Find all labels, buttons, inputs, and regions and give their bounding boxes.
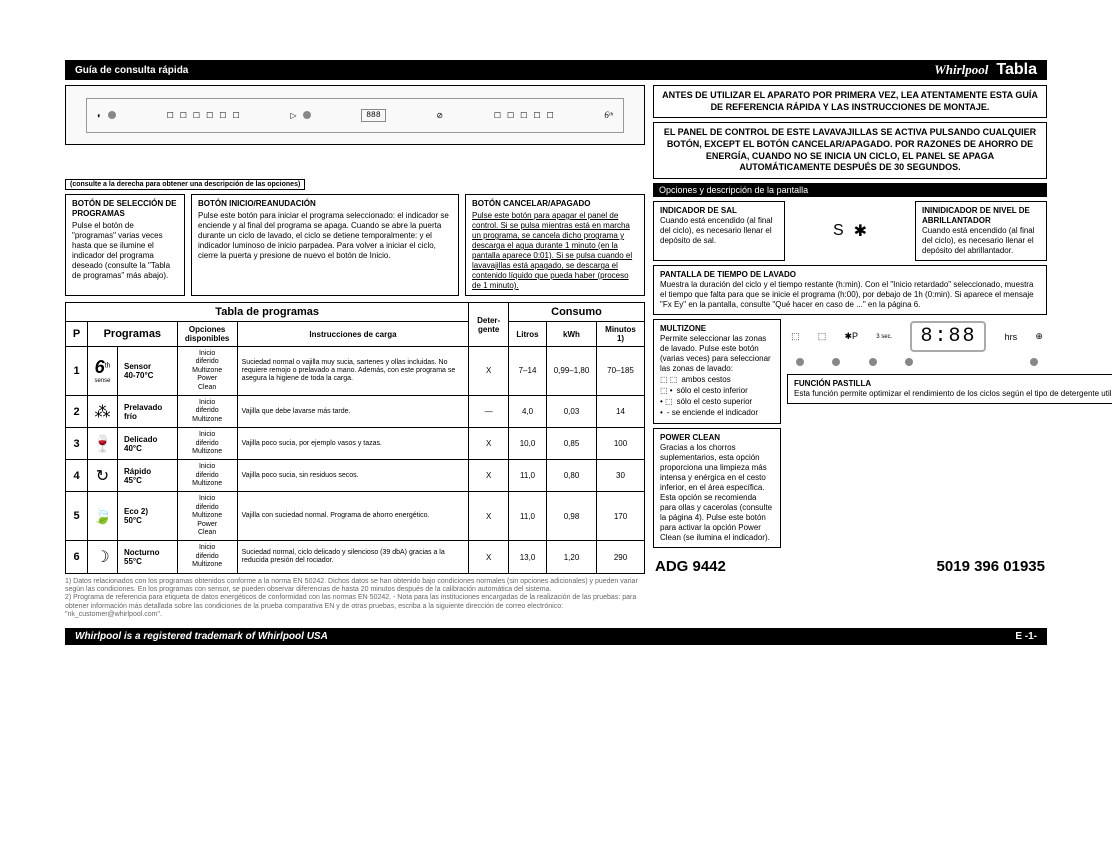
th-min: Minutos 1): [597, 322, 645, 347]
header-title: Guía de consulta rápida: [75, 65, 188, 76]
th-detergente: Deter-gente: [469, 303, 509, 347]
pastilla-box: FUNCIÓN PASTILLA Esta función permite op…: [787, 374, 1112, 404]
callout-row: BOTÓN DE SELECCIÓN DE PROGRAMAS Pulse el…: [65, 194, 645, 296]
footer-page: E -1-: [1015, 631, 1037, 642]
callout-lines: [65, 148, 645, 178]
table-row: 4↻Rápido 45°CIniciodiferidoMultizoneVaji…: [66, 460, 645, 492]
notice-panel-activate: EL PANEL DE CONTROL DE ESTE LAVAVAJILLAS…: [653, 122, 1047, 179]
footnote-1: 1) Datos relacionados con los programas …: [65, 578, 645, 595]
rinse-icon: ✱: [854, 221, 867, 241]
left-column: ◐ ☐☐☐☐☐☐ ▷ 888 ⊘ ☐☐☐☐☐ 6ᵗʰ (consulte a l…: [65, 85, 645, 620]
program-table: Tabla de programas Deter-gente Consumo P…: [65, 302, 645, 574]
callout-start-resume: BOTÓN INICIO/REANUDACIÓN Pulse este botó…: [191, 194, 459, 296]
header-tab-label: Tabla: [996, 61, 1037, 79]
th-litros: Litros: [509, 322, 547, 347]
th-programas: Programas: [88, 322, 178, 347]
th-kwh: kWh: [547, 322, 597, 347]
header-bar: Guía de consulta rápida Whirlpool Tabla: [65, 60, 1047, 80]
callout-program-select: BOTÓN DE SELECCIÓN DE PROGRAMAS Pulse el…: [65, 194, 185, 296]
multizone-box: MULTIZONE Permite seleccionar las zonas …: [653, 319, 781, 424]
control-panel-diagram: ◐ ☐☐☐☐☐☐ ▷ 888 ⊘ ☐☐☐☐☐ 6ᵗʰ: [65, 85, 645, 145]
model-row: ADG 9442 5019 396 01935: [653, 558, 1047, 575]
footnote-2: 2) Programa de referencia para etiqueta …: [65, 594, 645, 619]
th-consumo: Consumo: [509, 303, 645, 322]
segment-display: 8:88: [910, 321, 986, 352]
table-row: 2⁂Prelavado fríoIniciodiferidoMultizoneV…: [66, 395, 645, 427]
th-tabla: Tabla de programas: [66, 303, 469, 322]
notice-first-use: ANTES DE UTILIZAR EL APARATO POR PRIMERA…: [653, 85, 1047, 118]
indicator-icons: S ✱: [791, 201, 909, 261]
model-number: ADG 9442: [655, 558, 726, 575]
display-icons-row: ⬚⬚✱P3 sec. 8:88 hrs⊕: [787, 319, 1047, 354]
wash-time-box: PANTALLA DE TIEMPO DE LAVADO Muestra la …: [653, 265, 1047, 315]
salt-icon: S: [833, 222, 844, 240]
options-hint-box: (consulte a la derecha para obtener una …: [65, 179, 305, 190]
table-row: 6☽Nocturno 55°CIniciodiferidoMultizoneSu…: [66, 541, 645, 573]
th-p: P: [66, 322, 88, 347]
header-right: Whirlpool Tabla: [934, 61, 1037, 79]
indicator-salt-box: INDICADOR DE SAL Cuando está encendido (…: [653, 201, 785, 261]
footnotes: 1) Datos relacionados con los programas …: [65, 578, 645, 620]
callout-cancel-off: BOTÓN CANCELAR/APAGADO Pulse este botón …: [465, 194, 645, 296]
table-row: 3🍷Delicado 40°CIniciodiferidoMultizoneVa…: [66, 428, 645, 460]
doc-number: 5019 396 01935: [937, 558, 1045, 575]
led-row: [787, 358, 1047, 366]
indicator-rinse-box: ININIDICADOR DE NIVEL DE ABRILLANTADOR C…: [915, 201, 1047, 261]
th-instr: Instrucciones de carga: [237, 322, 469, 347]
panel-face: ◐ ☐☐☐☐☐☐ ▷ 888 ⊘ ☐☐☐☐☐ 6ᵗʰ: [86, 98, 624, 133]
right-column: ANTES DE UTILIZAR EL APARATO POR PRIMERA…: [653, 85, 1047, 620]
footer-trademark: Whirlpool is a registered trademark of W…: [75, 631, 328, 642]
page-root: Guía de consulta rápida Whirlpool Tabla …: [0, 60, 1112, 860]
options-section-bar: Opciones y descripción de la pantalla: [653, 183, 1047, 197]
table-row: 5🍃Eco 2) 50°CIniciodiferidoMultizonePowe…: [66, 492, 645, 541]
th-opciones: Opciones disponibles: [177, 322, 237, 347]
powerclean-box: POWER CLEAN Gracias a los chorros suplem…: [653, 428, 781, 548]
footer-bar: Whirlpool is a registered trademark of W…: [65, 628, 1047, 645]
table-row: 16thsenseSensor 40-70°CIniciodiferidoMul…: [66, 347, 645, 396]
brand-logo: Whirlpool: [934, 62, 988, 78]
